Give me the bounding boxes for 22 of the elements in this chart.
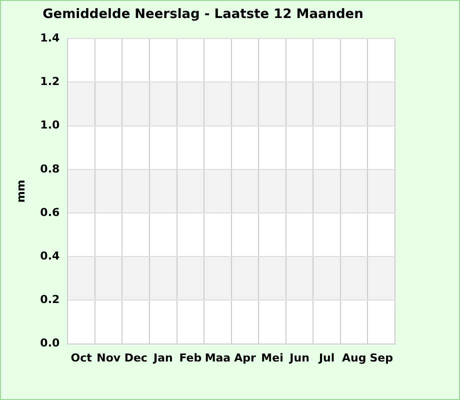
y-tick-label: 0.2 <box>40 293 60 306</box>
x-tick-label: Jul <box>318 351 335 364</box>
x-tick-label: Maa <box>204 351 231 364</box>
x-tick-label: Sep <box>370 351 394 364</box>
x-tick-label: Jan <box>152 351 173 364</box>
y-tick-label: 1.4 <box>40 31 60 44</box>
y-tick-label: 0.6 <box>40 206 60 219</box>
x-tick-label: Dec <box>124 351 148 364</box>
x-tick-label: Oct <box>70 351 92 364</box>
x-tick-label: Jun <box>288 351 310 364</box>
x-tick-label: Mei <box>261 351 284 364</box>
x-tick-label: Feb <box>179 351 202 364</box>
x-tick-label: Aug <box>342 351 366 364</box>
x-tick-label: Apr <box>234 351 256 364</box>
x-tick-label: Nov <box>96 351 122 364</box>
y-tick-label: 0.8 <box>40 162 60 176</box>
chart-title: Gemiddelde Neerslag - Laatste 12 Maanden <box>42 7 364 22</box>
y-tick-label: 1.2 <box>40 75 60 88</box>
y-tick-label: 1.0 <box>40 118 60 132</box>
y-tick-label: 0.0 <box>40 336 60 350</box>
y-axis-title: mm <box>14 180 28 203</box>
y-tick-label: 0.4 <box>40 249 60 262</box>
